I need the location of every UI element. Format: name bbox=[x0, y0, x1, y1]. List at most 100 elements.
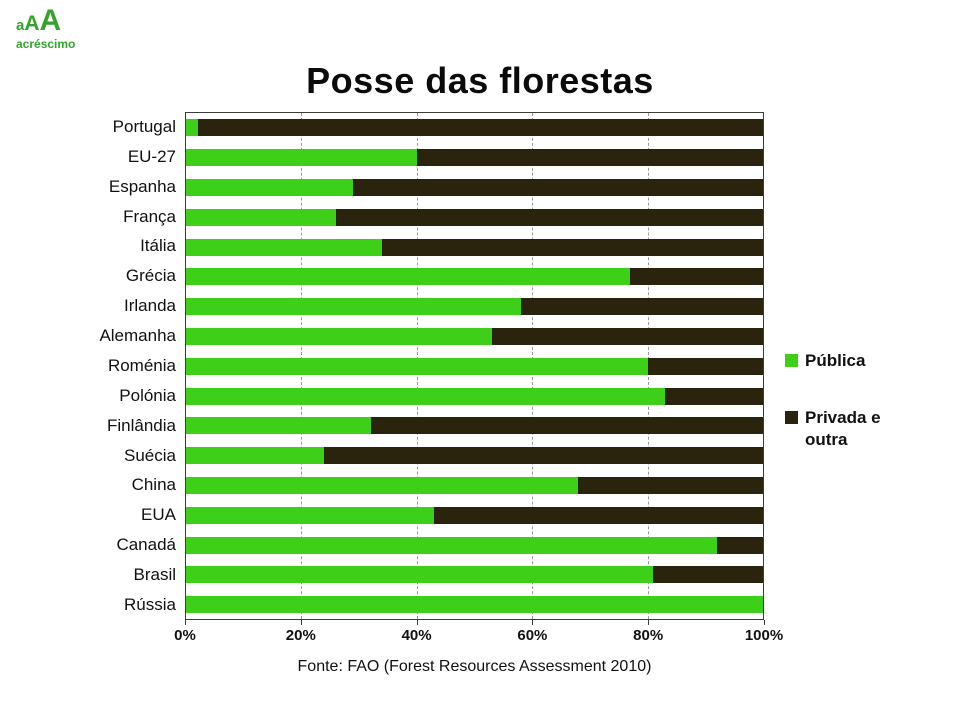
category-label: Espanha bbox=[108, 176, 176, 196]
logo-subtitle: acréscimo bbox=[16, 37, 76, 51]
bar-segment-privada bbox=[416, 149, 763, 167]
source-caption: Fonte: FAO (Forest Resources Assessment … bbox=[297, 658, 652, 675]
x-tick-mark bbox=[416, 620, 418, 625]
bar-segment-publica bbox=[186, 327, 492, 345]
bar-row bbox=[186, 381, 763, 411]
bar-segment-privada bbox=[647, 357, 763, 375]
bar-segment-publica bbox=[186, 506, 435, 524]
x-tick-label: 60% bbox=[517, 627, 548, 644]
category-label: Grécia bbox=[125, 266, 176, 286]
x-tick-mark bbox=[300, 620, 302, 625]
x-tick-label: 100% bbox=[744, 627, 784, 644]
category-label: França bbox=[123, 206, 176, 226]
forest-ownership-chart: Portugal EU-27 Espanha França Itália Grécia Ir… bbox=[85, 112, 783, 676]
category-label: China bbox=[131, 475, 176, 495]
plot-area bbox=[185, 112, 764, 620]
category-label: EUA bbox=[141, 505, 176, 525]
logo-letters: aAA bbox=[16, 4, 62, 37]
bar-segment-privada bbox=[197, 119, 763, 137]
x-axis: 0% 20% 40% 60% 80% 100% bbox=[174, 620, 783, 650]
category-label: Suécia bbox=[124, 445, 176, 465]
bar-segment-privada bbox=[434, 506, 763, 524]
bar-segment-publica bbox=[186, 357, 648, 375]
bar-row bbox=[186, 560, 763, 590]
bar-segment-publica bbox=[186, 566, 654, 584]
bar-segment-privada bbox=[370, 417, 763, 435]
legend-label-publica: Pública bbox=[805, 351, 866, 370]
bar-row bbox=[186, 292, 763, 322]
legend-swatch-publica bbox=[785, 354, 798, 367]
stacked-bar bbox=[186, 357, 763, 375]
category-label: Itália bbox=[140, 236, 176, 256]
x-tick-mark bbox=[532, 620, 534, 625]
category-label: Canadá bbox=[116, 535, 176, 555]
category-label: EU-27 bbox=[127, 146, 176, 166]
bar-row bbox=[186, 322, 763, 352]
stacked-bar bbox=[186, 596, 763, 614]
bar-segment-publica bbox=[186, 119, 198, 137]
bar-segment-privada bbox=[664, 387, 763, 405]
stacked-bar bbox=[186, 119, 763, 137]
acrescimo-logo: aAA acréscimo bbox=[16, 4, 76, 51]
stacked-bar bbox=[186, 298, 763, 316]
stacked-bar bbox=[186, 476, 763, 494]
bar-row bbox=[186, 143, 763, 173]
category-label: Rússia bbox=[124, 594, 176, 614]
x-tick-label: 40% bbox=[401, 627, 432, 644]
stacked-bar bbox=[186, 506, 763, 524]
bar-segment-publica bbox=[186, 208, 337, 226]
bar-segment-privada bbox=[520, 298, 763, 316]
category-label: Brasil bbox=[133, 565, 176, 585]
bar-row bbox=[186, 411, 763, 441]
bar-row bbox=[186, 500, 763, 530]
bar-segment-publica bbox=[186, 447, 325, 465]
bar-segment-publica bbox=[186, 298, 521, 316]
legend-item-privada: Privada e outra bbox=[785, 407, 895, 450]
x-tick-label: 80% bbox=[633, 627, 664, 644]
bar-segment-privada bbox=[382, 238, 763, 256]
bar-segment-publica bbox=[186, 387, 665, 405]
bar-segment-publica bbox=[186, 476, 579, 494]
x-tick-mark bbox=[764, 620, 765, 625]
bar-row bbox=[186, 232, 763, 262]
bar-row bbox=[186, 590, 763, 620]
bar-segment-privada bbox=[630, 268, 763, 286]
stacked-bar bbox=[186, 447, 763, 465]
bar-segment-publica bbox=[186, 536, 717, 554]
bar-segment-privada bbox=[336, 208, 763, 226]
bar-segment-publica bbox=[186, 268, 631, 286]
x-tick-mark bbox=[185, 620, 186, 625]
bar-segment-publica bbox=[186, 596, 763, 614]
bar-row bbox=[186, 471, 763, 501]
x-tick-label: 0% bbox=[174, 627, 196, 644]
category-label: Finlândia bbox=[107, 415, 176, 435]
legend: Pública Privada e outra bbox=[785, 350, 895, 486]
bar-segment-publica bbox=[186, 149, 417, 167]
category-label: Alemanha bbox=[99, 326, 176, 346]
category-label: Polónia bbox=[119, 385, 176, 405]
legend-swatch-privada bbox=[785, 411, 798, 425]
stacked-bar bbox=[186, 149, 763, 167]
bar-segment-publica bbox=[186, 238, 383, 256]
bar-row bbox=[186, 530, 763, 560]
legend-label-privada: Privada e outra bbox=[805, 408, 881, 449]
stacked-bar bbox=[186, 387, 763, 405]
category-label: Irlanda bbox=[124, 296, 176, 316]
bar-row bbox=[186, 351, 763, 381]
x-tick-mark bbox=[648, 620, 650, 625]
stacked-bar bbox=[186, 238, 763, 256]
bar-segment-privada bbox=[491, 327, 763, 345]
bar-row bbox=[186, 113, 763, 143]
stacked-bar bbox=[186, 536, 763, 554]
stacked-bar bbox=[186, 417, 763, 435]
bar-segment-privada bbox=[578, 476, 763, 494]
bar-row bbox=[186, 441, 763, 471]
bar-row bbox=[186, 173, 763, 203]
bar-segment-privada bbox=[324, 447, 763, 465]
legend-item-publica: Pública bbox=[785, 350, 895, 371]
category-label: Portugal bbox=[112, 116, 176, 136]
stacked-bar bbox=[186, 327, 763, 345]
bar-segment-publica bbox=[186, 417, 371, 435]
category-label: Roménia bbox=[107, 355, 176, 375]
bar-row bbox=[186, 202, 763, 232]
